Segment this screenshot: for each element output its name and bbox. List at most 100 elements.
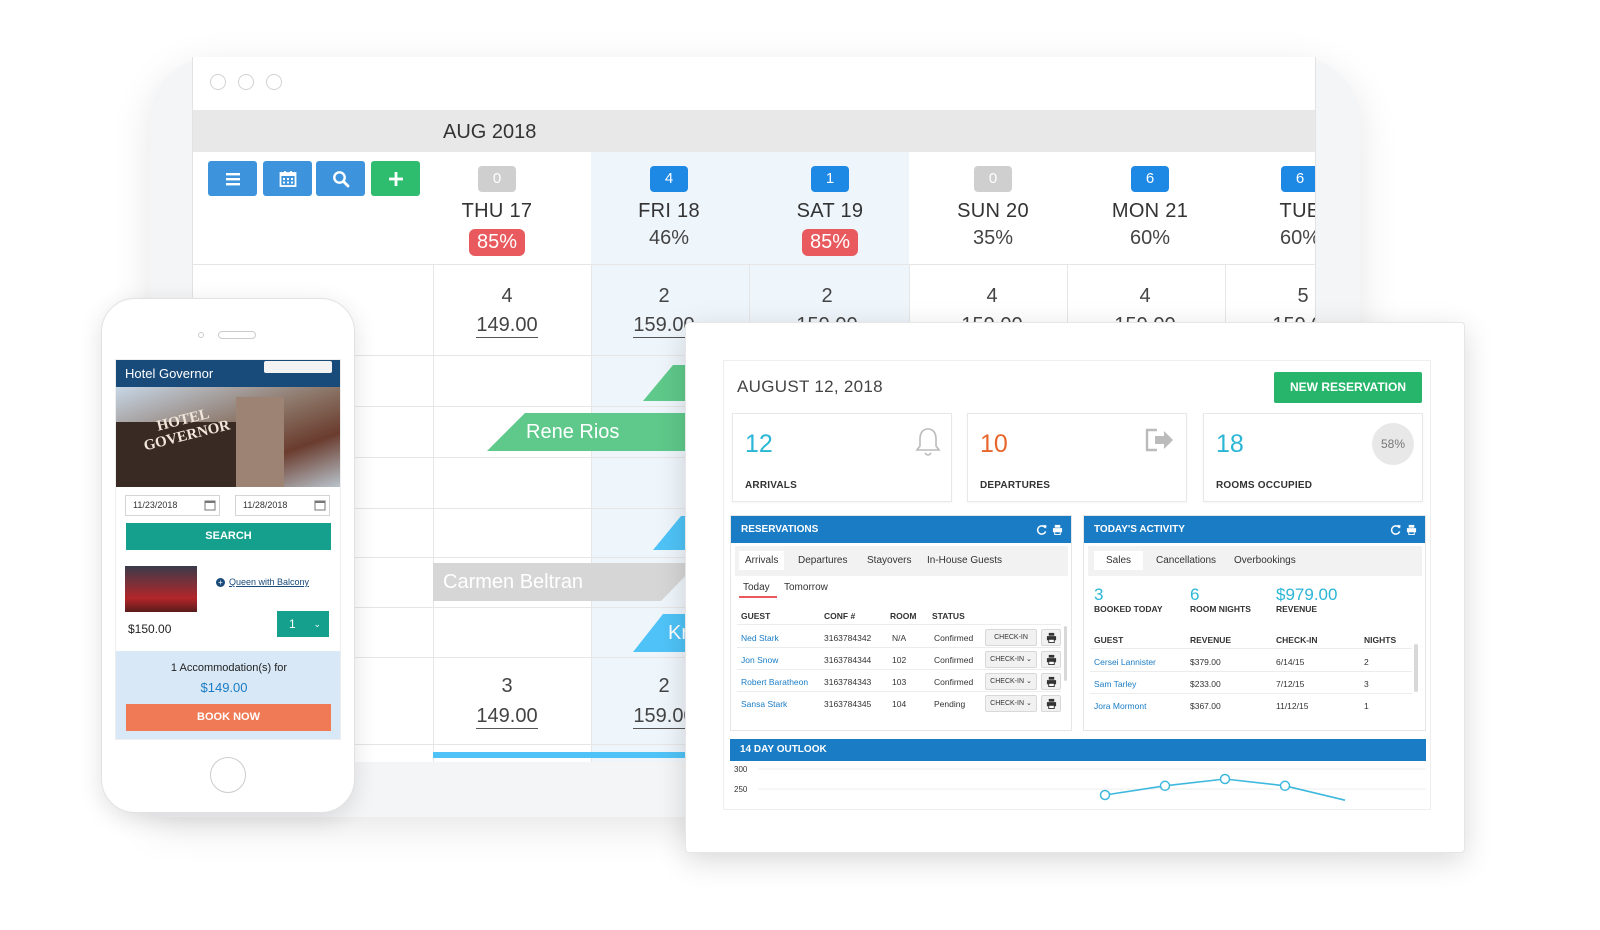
window-dot-2[interactable]: [238, 74, 254, 90]
row-divider: [1090, 648, 1412, 649]
check-in-dropdown[interactable]: CHECK-IN ⌄: [985, 651, 1037, 668]
data-point[interactable]: [1219, 773, 1231, 785]
reservation-bar[interactable]: Carmen Beltran: [433, 563, 693, 601]
guest-link[interactable]: Jora Mormont: [1094, 701, 1147, 711]
tab-stayovers[interactable]: Stayovers: [867, 555, 912, 566]
stat-arrivals[interactable]: 12 ARRIVALS: [732, 413, 952, 502]
tab-overbookings[interactable]: Overbookings: [1234, 555, 1296, 566]
check-in-dropdown[interactable]: CHECK-IN ⌄: [985, 673, 1037, 690]
column-header[interactable]: REVENUE: [1190, 635, 1232, 645]
scroll-indicator[interactable]: [433, 752, 753, 758]
column-header[interactable]: GUEST: [1094, 635, 1124, 645]
scrollbar[interactable]: [1414, 644, 1418, 692]
rate-value: 149.00: [476, 705, 538, 729]
reservation-bar-shape: [633, 614, 693, 652]
day-header[interactable]: 6 TUE 60%: [1225, 152, 1315, 250]
reservation-bar[interactable]: Kr: [633, 614, 693, 652]
add-button[interactable]: [371, 161, 420, 196]
occupancy-badge: 58%: [1372, 423, 1414, 465]
count-badge: 4: [650, 166, 688, 192]
guest-link[interactable]: Sansa Stark: [741, 699, 788, 709]
tab-sales[interactable]: Sales: [1094, 551, 1144, 570]
stat-label: ARRIVALS: [745, 480, 797, 491]
day-header[interactable]: 1 SAT 19 85%: [755, 152, 905, 256]
tab-departures[interactable]: Departures: [798, 555, 848, 566]
guest-link[interactable]: Sam Tarley: [1094, 679, 1137, 689]
data-point[interactable]: [1279, 780, 1291, 792]
book-now-button[interactable]: BOOK NOW: [126, 704, 331, 731]
column-header[interactable]: GUEST: [741, 611, 771, 621]
check-in-dropdown[interactable]: CHECK-IN ⌄: [985, 695, 1037, 712]
checkin-field[interactable]: 11/23/2018: [125, 495, 220, 516]
room-price: $150.00: [128, 622, 172, 636]
print-icon[interactable]: [1052, 524, 1063, 535]
column-header[interactable]: CHECK-IN: [1276, 635, 1318, 645]
print-button[interactable]: [1041, 673, 1061, 690]
panel-title: RESERVATIONS: [741, 524, 819, 535]
day-header[interactable]: 0 SUN 20 35%: [918, 152, 1068, 250]
subtab-today[interactable]: Today: [743, 582, 770, 593]
tab-cancellations[interactable]: Cancellations: [1156, 555, 1217, 566]
tab-arrivals[interactable]: Arrivals: [739, 551, 785, 570]
print-button[interactable]: [1041, 695, 1061, 712]
month-bar: AUG 2018: [193, 110, 1315, 152]
room-link[interactable]: + Queen with Balcony: [216, 577, 309, 587]
rooms-available: 2: [658, 285, 670, 307]
scrollbar[interactable]: [1064, 626, 1067, 681]
column-header[interactable]: STATUS: [932, 611, 965, 621]
stat-rooms-occupied[interactable]: 18 ROOMS OCCUPIED 58%: [1203, 413, 1423, 502]
reservation-bar[interactable]: Rene Rios: [487, 413, 707, 451]
quantity-select[interactable]: 1 ⌄: [277, 611, 329, 637]
subtab-tomorrow[interactable]: Tomorrow: [784, 582, 828, 593]
day-name: TUE: [1279, 200, 1315, 222]
new-reservation-button[interactable]: NEW RESERVATION: [1274, 372, 1422, 403]
print-button[interactable]: [1041, 651, 1061, 668]
status-text: Confirmed: [934, 633, 974, 643]
guest-link[interactable]: Ned Stark: [741, 633, 779, 643]
column-header[interactable]: ROOM: [890, 611, 917, 621]
sign-out-icon: [1145, 428, 1173, 452]
print-icon[interactable]: [1406, 524, 1417, 535]
rate-link[interactable]: 159.00: [589, 314, 739, 338]
day-header[interactable]: 6 MON 21 60%: [1075, 152, 1225, 250]
occupancy-text: 46%: [648, 227, 690, 249]
calendar-button[interactable]: [263, 161, 312, 196]
stat-departures[interactable]: 10 DEPARTURES: [967, 413, 1187, 502]
refresh-icon[interactable]: [1036, 524, 1047, 535]
guest-link[interactable]: Cersei Lannister: [1094, 657, 1156, 667]
guest-link[interactable]: Jon Snow: [741, 655, 779, 665]
rate-link[interactable]: 149.00: [432, 705, 582, 729]
window-dot-3[interactable]: [266, 74, 282, 90]
hotel-name: Hotel Governor: [125, 366, 214, 381]
language-selector[interactable]: [264, 361, 332, 373]
data-point[interactable]: [1099, 789, 1111, 801]
phone-camera: [198, 332, 204, 338]
column-header[interactable]: NIGHTS: [1364, 635, 1397, 645]
day-header[interactable]: 4 FRI 18 46%: [594, 152, 744, 250]
day-header[interactable]: 0 THU 17 85%: [422, 152, 572, 256]
rate-link[interactable]: 159.00: [589, 705, 739, 729]
summary-price: $149.00: [200, 680, 248, 695]
check-in-button[interactable]: CHECK-IN: [985, 629, 1037, 646]
print-icon: [1046, 654, 1056, 665]
refresh-icon[interactable]: [1390, 524, 1401, 535]
search-button[interactable]: SEARCH: [126, 523, 331, 550]
reservations-panel: RESERVATIONS Arrivals Departures Stayove…: [730, 515, 1072, 731]
check-in-label: CHECK-IN: [990, 678, 1025, 685]
row-divider: [737, 647, 1061, 648]
menu-button[interactable]: [208, 161, 257, 196]
print-button[interactable]: [1041, 629, 1061, 646]
checkout-field[interactable]: 11/28/2018: [235, 495, 330, 516]
window-dot-1[interactable]: [210, 74, 226, 90]
column-header[interactable]: CONF #: [824, 611, 856, 621]
row-divider: [1090, 693, 1412, 694]
reservation-bar-blue[interactable]: [653, 516, 693, 550]
day-name: FRI 18: [638, 200, 700, 222]
search-button[interactable]: [316, 161, 365, 196]
rate-link[interactable]: 149.00: [432, 314, 582, 338]
revenue-value: $379.00: [1190, 657, 1221, 667]
guest-link[interactable]: Robert Baratheon: [741, 677, 809, 687]
tab-in-house-guests[interactable]: In-House Guests: [927, 555, 1003, 566]
phone-home-button[interactable]: [210, 757, 246, 793]
data-point[interactable]: [1159, 780, 1171, 792]
